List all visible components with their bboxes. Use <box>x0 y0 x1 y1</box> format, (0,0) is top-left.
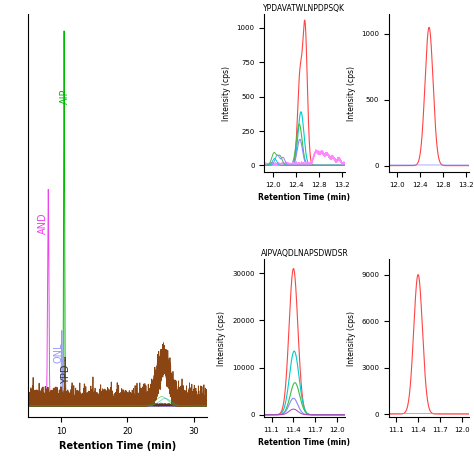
Y-axis label: Intensity (cps): Intensity (cps) <box>218 310 227 365</box>
Text: YPD: YPD <box>61 365 71 384</box>
Title: YPDAVATWLNPDPSQK: YPDAVATWLNPDPSQK <box>264 4 346 13</box>
Text: AND: AND <box>38 212 48 234</box>
Y-axis label: Intensity (cps): Intensity (cps) <box>346 66 356 121</box>
Text: AIP: AIP <box>60 89 70 104</box>
Text: QNL: QNL <box>54 343 64 363</box>
Title: AIPVAQDLNAPSDWDSR: AIPVAQDLNAPSDWDSR <box>261 249 348 258</box>
Y-axis label: Intensity (cps): Intensity (cps) <box>222 66 231 121</box>
X-axis label: Retention Time (min): Retention Time (min) <box>258 193 350 202</box>
Y-axis label: Intensity (cps): Intensity (cps) <box>346 310 356 365</box>
X-axis label: Retention Time (min): Retention Time (min) <box>258 438 350 447</box>
X-axis label: Retention Time (min): Retention Time (min) <box>59 441 176 451</box>
